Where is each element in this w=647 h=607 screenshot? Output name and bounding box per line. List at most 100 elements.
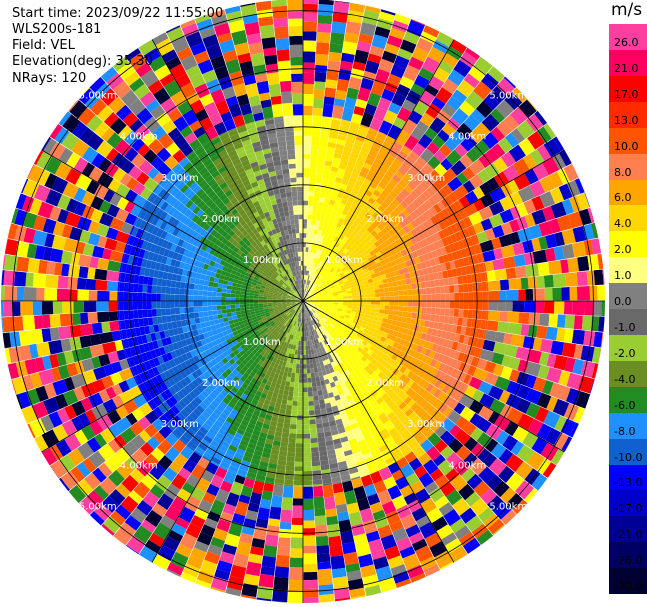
ray-gate — [342, 150, 351, 157]
ray-gate — [304, 265, 307, 271]
ray-gate — [260, 350, 266, 356]
ray-gate — [383, 157, 393, 166]
ray-gate — [214, 396, 223, 405]
ray-gate — [245, 349, 252, 356]
ray-gate — [168, 386, 177, 396]
ray-gate — [402, 384, 410, 393]
ray-gate — [386, 460, 396, 467]
ray-gate — [376, 378, 384, 386]
ray-gate — [569, 422, 579, 438]
ray-gate — [325, 189, 333, 195]
ray-gate — [441, 52, 459, 68]
ray-gate — [319, 313, 325, 318]
ray-gate — [426, 227, 434, 237]
ray-gate — [171, 523, 187, 537]
ray-gate — [318, 315, 323, 320]
ray-gate — [473, 139, 490, 157]
ray-gate — [170, 294, 175, 301]
ray-gate — [319, 303, 325, 306]
ray-gate — [486, 301, 489, 311]
ray-gate — [445, 331, 452, 340]
ray-gate — [331, 476, 342, 483]
ray-gate — [219, 382, 227, 390]
ray-gate — [303, 40, 317, 52]
ray-gate — [484, 361, 497, 374]
ray-gate — [329, 170, 338, 177]
ray-gate — [447, 176, 463, 192]
ray-gate — [365, 420, 375, 428]
ray-gate — [61, 419, 78, 437]
ray-gate — [342, 319, 349, 324]
ray-gate — [239, 368, 246, 376]
ray-gate — [358, 316, 365, 321]
ray-gate — [305, 298, 311, 301]
ray-gate — [231, 513, 246, 525]
ray-gate — [177, 355, 185, 364]
ray-gate — [336, 78, 350, 92]
ray-gate — [362, 9, 380, 26]
ray-gate — [108, 311, 119, 322]
ray-gate — [289, 362, 294, 369]
ray-gate — [539, 175, 555, 193]
ray-gate — [441, 208, 451, 218]
ray-gate — [380, 301, 385, 306]
ray-gate — [460, 135, 478, 152]
ray-gate — [528, 312, 540, 326]
ray-gate — [283, 356, 288, 363]
ray-gate — [386, 277, 393, 283]
ray-gate — [265, 394, 272, 401]
ray-gate — [334, 324, 340, 330]
ray-gate — [165, 398, 175, 409]
ray-gate — [307, 307, 311, 312]
ray-gate — [383, 309, 390, 315]
ray-gate — [384, 43, 400, 55]
ray-gate — [304, 331, 307, 337]
ray-gate — [299, 303, 302, 308]
ray-gate — [426, 287, 432, 295]
ray-gate — [354, 246, 361, 253]
ray-gate — [434, 379, 443, 389]
ray-gate — [379, 428, 389, 437]
ray-gate — [310, 372, 316, 378]
ray-gate — [222, 408, 231, 417]
ray-gate — [322, 236, 328, 242]
ray-gate — [464, 265, 471, 275]
ray-gate — [410, 228, 418, 237]
ray-gate — [433, 67, 450, 83]
ray-gate — [393, 451, 404, 461]
ray-gate — [156, 293, 161, 301]
ray-gate — [343, 551, 359, 566]
ray-gate — [346, 87, 359, 100]
ray-gate — [312, 314, 317, 319]
ray-gate — [456, 172, 469, 185]
ray-gate — [184, 495, 201, 513]
ray-gate — [207, 306, 213, 311]
ray-gate — [389, 324, 396, 331]
ray-gate — [314, 323, 319, 329]
ray-gate — [158, 417, 167, 426]
ray-gate — [472, 367, 489, 382]
ray-gate — [337, 346, 343, 353]
ray-gate — [465, 515, 484, 533]
ray-gate — [408, 531, 425, 545]
ray-gate — [260, 456, 270, 463]
ray-gate — [324, 160, 333, 167]
ray-gate — [330, 166, 339, 173]
ray-gate — [318, 249, 323, 255]
ray-gate — [214, 377, 223, 386]
ray-gate — [250, 388, 258, 395]
ray-gate — [308, 305, 313, 309]
ray-gate — [337, 269, 343, 275]
ray-gate — [488, 290, 500, 301]
ray-gate — [310, 158, 318, 165]
ray-gate — [321, 384, 327, 391]
ray-gate — [303, 563, 318, 573]
ray-gate — [200, 438, 211, 448]
ray-gate — [287, 395, 293, 401]
ray-gate — [458, 382, 467, 393]
ray-gate — [376, 440, 386, 449]
ray-gate — [312, 283, 317, 288]
ray-gate — [255, 420, 264, 428]
ray-gate — [345, 185, 354, 193]
ray-gate — [305, 302, 310, 306]
